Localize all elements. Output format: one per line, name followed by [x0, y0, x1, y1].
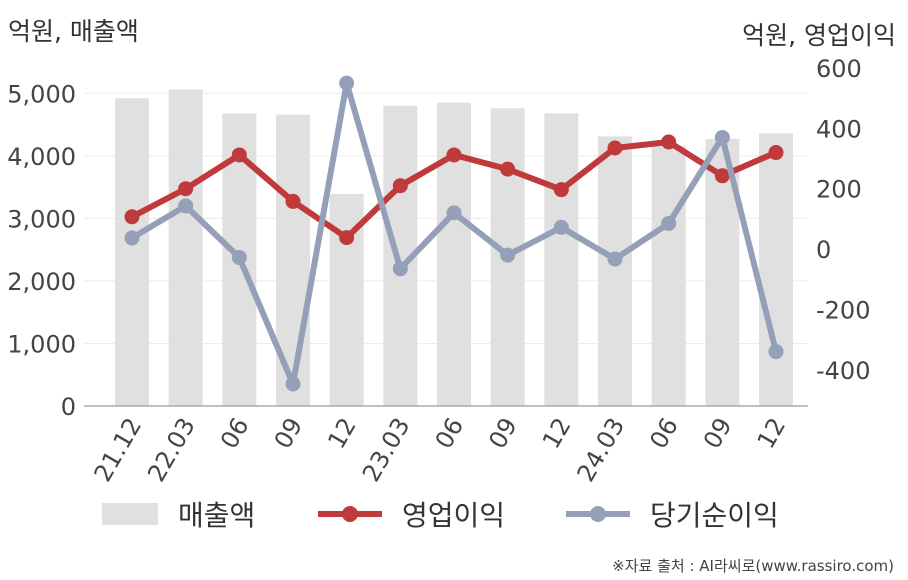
legend-item-operating-profit: 영업이익	[318, 490, 505, 538]
left-tick-label: 4,000	[7, 143, 76, 171]
left-tick-label: 3,000	[7, 205, 76, 233]
point-operating-profit	[500, 161, 516, 177]
right-axis-unit: 억원, 영업이익	[742, 21, 896, 50]
point-operating-profit	[285, 193, 301, 209]
point-net-income	[178, 198, 194, 214]
x-tick-label: 12	[752, 413, 792, 453]
legend-label-operating-profit: 영업이익	[402, 499, 506, 532]
point-net-income	[446, 205, 462, 221]
left-tick-label: 0	[61, 393, 76, 421]
combo-chart: 0 1,000 2,000 3,000 4,000 5,000 -400 -200 0 200 40…	[7, 55, 870, 487]
right-tick-label: -400	[816, 357, 870, 385]
point-operating-profit	[661, 134, 677, 150]
legend-swatch-revenue	[102, 503, 158, 525]
point-net-income	[339, 75, 355, 91]
legend-label-net-income: 당기순이익	[650, 499, 779, 532]
point-net-income	[500, 247, 516, 263]
x-tick-label: 09	[483, 413, 523, 453]
right-tick-label: -200	[816, 296, 870, 324]
point-operating-profit	[392, 178, 408, 194]
point-net-income	[714, 129, 730, 145]
x-tick-label: 09	[698, 413, 738, 453]
point-net-income	[124, 230, 140, 246]
legend-item-revenue: 매출액	[102, 490, 255, 538]
point-operating-profit	[339, 230, 355, 246]
x-tick-label: 21.12	[89, 413, 148, 487]
legend-swatch-net-income	[566, 503, 630, 525]
x-tick-label: 12	[322, 413, 362, 453]
legend-item-net-income: 당기순이익	[566, 490, 779, 538]
point-operating-profit	[178, 181, 194, 197]
x-tick-label: 23.03	[357, 413, 416, 487]
point-operating-profit	[231, 147, 247, 163]
legend: 매출액 영업이익 당기순이익	[0, 490, 908, 538]
bar-revenue	[651, 145, 686, 406]
x-tick-label: 22.03	[142, 413, 201, 487]
point-net-income	[553, 219, 569, 235]
x-tick-label: 12	[537, 413, 577, 453]
point-operating-profit	[607, 140, 623, 156]
left-tick-label: 2,000	[7, 268, 76, 296]
right-tick-label: 600	[816, 55, 862, 83]
right-tick-label: 200	[816, 176, 862, 204]
x-tick-label: 06	[644, 413, 684, 453]
point-operating-profit	[553, 182, 569, 198]
right-tick-label: 0	[816, 236, 831, 264]
bar-revenue	[759, 133, 793, 406]
legend-label-revenue: 매출액	[178, 499, 256, 532]
left-tick-label: 1,000	[7, 330, 76, 358]
left-tick-label: 5,000	[7, 80, 76, 108]
bar-revenue	[598, 136, 632, 407]
legend-swatch-operating-profit	[318, 503, 382, 525]
x-tick-label: 24.03	[572, 413, 631, 487]
point-net-income	[285, 376, 301, 392]
right-tick-label: 400	[816, 115, 862, 143]
x-tick-label: 06	[215, 413, 255, 453]
x-tick-label: 09	[269, 413, 309, 453]
point-net-income	[768, 344, 784, 360]
point-operating-profit	[768, 145, 784, 161]
source-note: ※자료 출처 : AI라씨로(www.rassiro.com)	[612, 557, 894, 575]
bar-revenue	[115, 98, 149, 406]
x-tick-label: 06	[430, 413, 470, 453]
left-axis-unit: 억원, 매출액	[8, 17, 139, 46]
point-net-income	[231, 250, 247, 266]
bar-revenue	[544, 113, 579, 407]
point-net-income	[661, 215, 677, 231]
point-net-income	[392, 261, 408, 277]
point-operating-profit	[124, 209, 140, 225]
bar-revenue	[168, 89, 203, 407]
point-net-income	[607, 251, 623, 267]
point-operating-profit	[714, 168, 730, 184]
point-operating-profit	[446, 147, 462, 163]
